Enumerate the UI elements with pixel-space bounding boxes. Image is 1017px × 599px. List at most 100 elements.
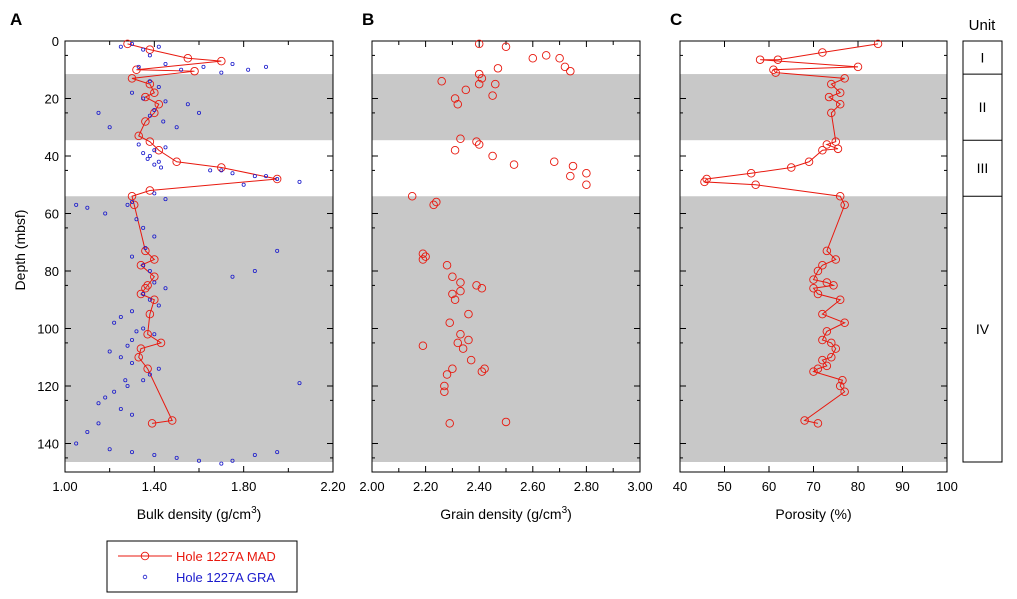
- gra-data-point: [152, 332, 157, 337]
- gra-data-point: [163, 99, 168, 104]
- gra-data-point: [118, 44, 123, 49]
- mad-data-point: [141, 92, 150, 102]
- legend: Hole 1227A MAD Hole 1227A GRA: [106, 540, 298, 593]
- mad-data-point: [480, 364, 489, 374]
- mad-data-point: [818, 335, 827, 345]
- x-tick-label: 1.00: [52, 479, 77, 494]
- y-tick-label: 120: [37, 379, 59, 394]
- mad-data-point: [147, 419, 157, 428]
- gra-data-point: [141, 263, 146, 268]
- mad-data-point: [831, 344, 841, 353]
- mad-data-point: [822, 327, 832, 336]
- mad-data-point: [702, 174, 711, 184]
- gra-data-point: [147, 297, 152, 302]
- mad-data-point: [129, 200, 139, 210]
- mad-data-point: [818, 309, 827, 319]
- gra-data-point: [129, 337, 134, 342]
- mad-data-point: [145, 309, 155, 319]
- mad-data-point: [488, 151, 497, 161]
- gra-data-point: [123, 378, 128, 383]
- mad-data-point: [493, 64, 503, 73]
- mad-data-point: [472, 137, 481, 146]
- mad-data-point: [445, 419, 454, 428]
- gra-data-point: [156, 303, 161, 308]
- mad-data-point: [456, 278, 465, 287]
- mad-data-point: [141, 117, 150, 126]
- gra-data-point: [297, 381, 302, 386]
- unit-header: Unit: [969, 17, 997, 34]
- mad-data-point: [835, 295, 845, 305]
- mad-data-point: [528, 54, 538, 63]
- gra-data-point: [129, 90, 134, 95]
- mad-data-point: [418, 249, 428, 258]
- gra-data-point: [74, 202, 79, 207]
- gra-data-point: [136, 142, 141, 147]
- x-axis-label-sup: 3: [562, 505, 568, 516]
- mad-data-point: [560, 62, 570, 72]
- legend-box: [106, 540, 298, 593]
- gra-data-point: [129, 199, 134, 204]
- gra-data-point: [230, 274, 235, 279]
- mad-data-point: [809, 275, 818, 284]
- x-axis-label: Grain density (g/cm3): [440, 505, 572, 522]
- mad-data-point: [509, 160, 519, 169]
- gra-data-point: [241, 182, 246, 187]
- mad-data-point: [822, 246, 832, 256]
- mad-data-point: [838, 376, 847, 385]
- x-tick-label: 2.20: [413, 479, 438, 494]
- y-tick-label: 80: [45, 264, 59, 279]
- gra-data-point: [85, 429, 90, 434]
- gra-data-point: [147, 79, 152, 84]
- x-tick-label: 80: [851, 479, 865, 494]
- x-axis-label-main: Grain density (g/cm: [440, 506, 561, 522]
- x-tick-label: 50: [717, 479, 731, 494]
- gra-data-point: [129, 309, 134, 314]
- mad-data-point: [827, 108, 836, 118]
- gra-data-point: [163, 286, 168, 291]
- mad-data-point: [822, 140, 832, 149]
- gra-data-point: [96, 421, 101, 426]
- x-tick-label: 2.80: [574, 479, 599, 494]
- gra-data-point: [96, 110, 101, 115]
- gra-data-point: [107, 447, 112, 452]
- gra-data-point: [152, 108, 157, 113]
- mad-data-point: [141, 284, 150, 293]
- mad-data-point: [134, 353, 143, 362]
- mad-data-point: [464, 335, 473, 345]
- mad-data-point: [217, 163, 226, 172]
- mad-data-point: [840, 74, 849, 83]
- mad-data-point: [829, 281, 838, 290]
- gra-data-point: [152, 280, 157, 285]
- mad-data-point: [143, 281, 152, 290]
- mad-data-point: [472, 281, 481, 290]
- gra-data-point: [152, 162, 157, 167]
- gra-data-point: [252, 452, 257, 457]
- mad-data-point: [827, 79, 836, 89]
- y-tick-label: 0: [52, 34, 59, 49]
- mad-data-point: [145, 79, 155, 89]
- mad-data-point: [566, 171, 575, 181]
- y-tick-label: 140: [37, 437, 59, 452]
- gra-data-point: [219, 70, 224, 75]
- x-axis-label-sup: 3: [251, 505, 257, 516]
- gra-data-point: [275, 450, 280, 455]
- gra-data-point: [252, 268, 257, 273]
- gra-data-point: [196, 110, 201, 115]
- mad-data-point: [873, 39, 883, 49]
- mad-data-point: [150, 88, 159, 97]
- gra-data-point: [163, 197, 168, 202]
- mad-data-point: [450, 94, 460, 103]
- mad-data-point: [440, 387, 449, 397]
- gra-data-point: [147, 113, 152, 118]
- gra-data-point: [147, 53, 152, 58]
- mad-data-point: [840, 318, 849, 328]
- mad-data-point: [835, 99, 845, 109]
- gra-data-point: [174, 455, 179, 460]
- mad-data-point: [818, 355, 827, 365]
- gra-data-point: [275, 176, 280, 181]
- unit-shading-iv: [680, 196, 947, 462]
- mad-data-point: [700, 177, 709, 187]
- mad-data-point: [156, 338, 166, 348]
- gra-data-point: [156, 366, 161, 371]
- gra-data-point: [125, 343, 130, 348]
